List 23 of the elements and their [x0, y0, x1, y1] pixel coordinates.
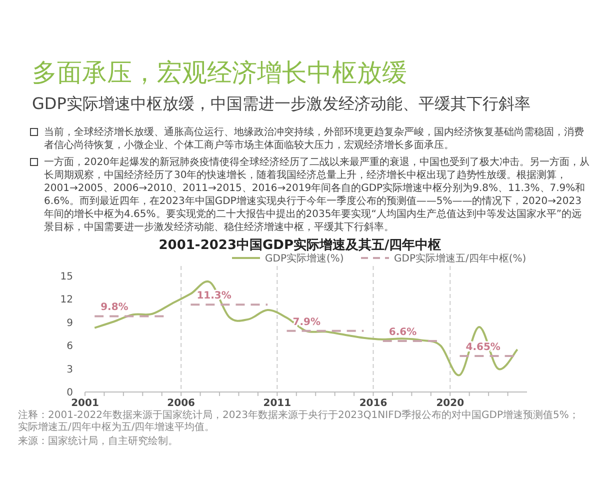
chart-subtitle: GDP实际增速中枢放缓，中国需进一步激发经济动能、平缓其下行斜率: [32, 94, 530, 115]
y-tick-label: 3: [66, 364, 73, 376]
data-label: 6.6%: [388, 326, 417, 338]
y-tick-label: 12: [60, 294, 73, 306]
x-tick-label: 2016: [359, 398, 388, 409]
text: 当前，全球经济增长放缓、通胀高位运行、地缘政治冲突持续，外部环境更趋复杂严峻，国内经济恢复基础尚需稳固，消费者信心尚待恢复，小微企业、个体工商户等市场主体面临较大压力，宏观经济增长多面承压。: [44, 126, 585, 152]
data-label: 9.8%: [100, 302, 128, 314]
x-tick-label: 2020: [436, 398, 464, 409]
source-note: 来源：国家统计局，自主研究绘制。: [18, 436, 179, 448]
text: 一方面，2020年起爆发的新冠肺炎疫情使得全球经济经历了二战以来最严重的衰退，中国也受到了极大冲击。另一方面，从长周期观察，中国经济经历了30年的快速增长，随着我国经济总量上升，经济增长中枢出现了趋势性放缓。根据测算，2001→2005、2006→2010、2011→2015、2016→2019年间各自的GDP实际增速中枢分别为9.8%、11.3%、7.9%和6.6%。而到最近四年，在2023年中国GDP增速实现央行于今年一季度公布的预测值——5%——的情况下，2020→2023年间的增长中枢为4.65%。要实现党的二十大报告中提出的2035年要实现“人均国内生产总值达到中等发达国家水平”的远景目标，中国需要进一步激发经济动能、稳住经济增速中枢，平缓其下行斜率。: [44, 156, 590, 234]
text: 注释：2001-2022年数据来源于国家统计局，2023年数据来源于央行于2023Q1NIFD季报公布的对中国GDP增速预测值5%；实际增速五/四年中枢为五/四年增速平均值。: [18, 410, 580, 434]
text: 2001-2023中国GDP实际增速及其五/四年中枢: [158, 236, 442, 253]
y-tick-label: 15: [60, 272, 73, 282]
chart-title: 多面承压，宏观经济增长中枢放缓: [32, 57, 407, 89]
x-tick-label: 2006: [167, 398, 196, 409]
data-label: 7.9%: [292, 316, 321, 328]
legend-label: GDP实际增速五/四年中枢(%): [394, 252, 526, 264]
legend-label: GDP实际增速(%): [265, 252, 344, 264]
x-tick-label: 2011: [263, 398, 292, 409]
x-tick-label: 2001: [71, 398, 99, 409]
y-tick-label: 0: [66, 388, 73, 398]
y-tick-label: 9: [66, 318, 73, 329]
y-tick-label: 6: [66, 341, 73, 352]
